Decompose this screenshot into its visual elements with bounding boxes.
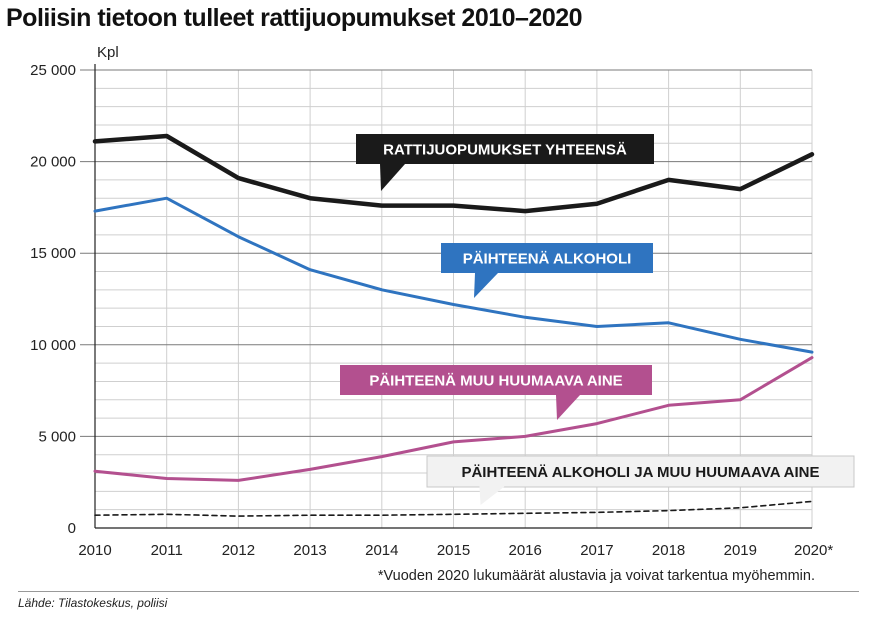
chart-title: Poliisin tietoon tulleet rattijuopumukse… (6, 4, 583, 32)
label-box (426, 455, 855, 488)
label-text: PÄIHTEENÄ MUU HUUMAAVA AINE (369, 373, 622, 390)
x-tick-label: 2011 (151, 542, 183, 559)
x-tick-label: 2015 (437, 542, 470, 559)
x-tick-label: 2016 (509, 542, 542, 559)
y-tick-label: 25 000 (30, 62, 76, 79)
y-tick-label: 15 000 (30, 245, 76, 262)
label-pointer (479, 486, 505, 505)
series-line-total (92, 133, 815, 214)
label-text: PÄIHTEENÄ ALKOHOLI JA MUU HUUMAAVA AINE (461, 464, 819, 481)
divider (18, 591, 859, 592)
x-tick-label: 2012 (222, 542, 255, 559)
grid (80, 69, 813, 528)
label-alcohol-and-drug: PÄIHTEENÄ ALKOHOLI JA MUU HUUMAAVA AINE (426, 455, 855, 505)
footnote: *Vuoden 2020 lukumäärät alustavia ja voi… (377, 568, 815, 584)
label-total: RATTIJUOPUMUKSET YHTEENSÄ (356, 134, 654, 191)
series-line-alcohol-and-drug (94, 500, 813, 517)
label-other-drug: PÄIHTEENÄ MUU HUUMAAVA AINE (340, 365, 652, 420)
label-text: PÄIHTEENÄ ALKOHOLI (463, 251, 632, 268)
label-pointer (556, 395, 580, 420)
label-pointer (380, 164, 405, 191)
y-tick-label: 20 000 (30, 154, 76, 171)
x-tick-label: 2014 (365, 542, 398, 559)
x-tick-label: 2019 (724, 542, 757, 559)
y-tick-label: 0 (68, 520, 76, 537)
source-note: Lähde: Tilastokeskus, poliisi (18, 596, 168, 610)
x-tick-label: 2013 (293, 542, 326, 559)
y-axis-unit-label: Kpl (97, 44, 119, 61)
series-line-other-drug (93, 356, 814, 482)
label-pointer (474, 273, 498, 298)
x-tick-label: 2010 (78, 542, 111, 559)
series-labels: RATTIJUOPUMUKSET YHTEENSÄ PÄIHTEENÄ ALKOH… (340, 134, 855, 505)
series-line-alcohol (93, 196, 814, 354)
label-box (441, 243, 653, 273)
y-tick-label: 10 000 (30, 337, 76, 354)
x-tick-label: 2018 (652, 542, 685, 559)
series-lines (92, 133, 815, 517)
y-tick-label: 5 000 (38, 428, 76, 445)
label-box (340, 365, 652, 395)
x-tick-label: 2017 (580, 542, 613, 559)
x-tick-label: 2020* (794, 542, 833, 559)
label-alcohol: PÄIHTEENÄ ALKOHOLI (441, 243, 653, 298)
label-box (356, 134, 654, 164)
axes: 0 5 000 10 000 15 000 20 000 25 000 Kpl 2010 201… (30, 44, 833, 559)
label-text: RATTIJUOPUMUKSET YHTEENSÄ (383, 142, 627, 159)
